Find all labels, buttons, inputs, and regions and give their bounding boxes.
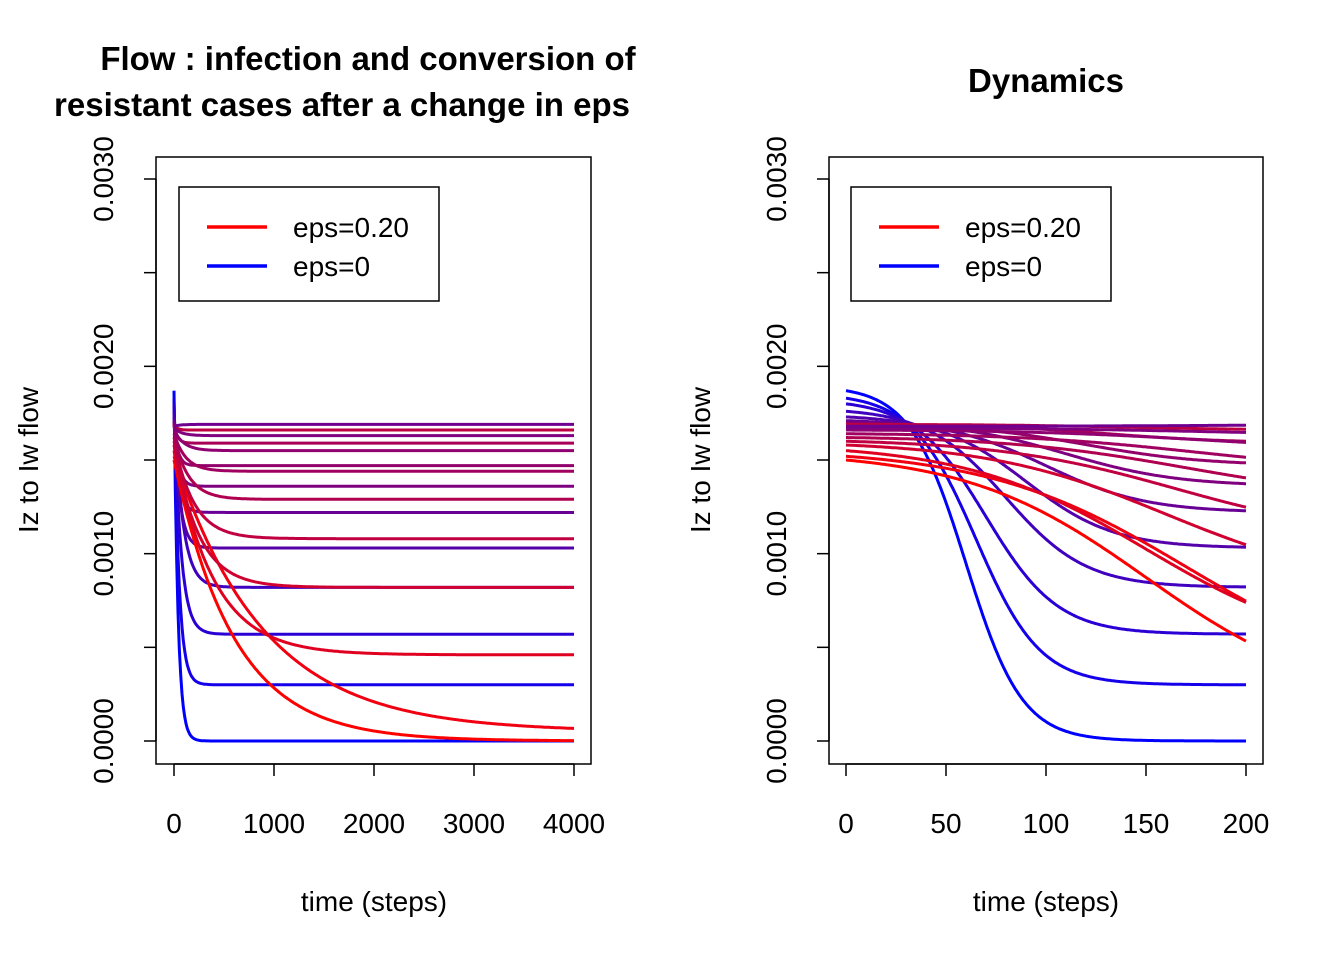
right-panel: Dynamics 0 50 100 150 2000.00000.00100.00200… — [685, 62, 1269, 917]
left-title-line-1: Flow : infection and conversion of — [100, 40, 636, 77]
series-line-12 — [845, 449, 1247, 604]
left-plot-area: 0 1000 2000 3000 4000 0.0000 0.0010 0.0020 0.003… — [88, 136, 605, 839]
legend-box — [178, 186, 440, 302]
x-tick-label: 0 — [838, 808, 854, 839]
series-line-4 — [172, 416, 574, 550]
series-line-13 — [172, 444, 574, 589]
legend: eps=0.20 eps=0 — [178, 186, 440, 302]
series-line-15 — [846, 436, 1247, 480]
legend-label: eps=0.20 — [293, 212, 409, 243]
x-tick-label: 2000 — [343, 808, 405, 839]
series-line-2 — [172, 403, 574, 636]
series-line-6 — [172, 422, 574, 488]
left-x-axis-label: time (steps) — [301, 886, 447, 917]
y-tick-label: 0.0030 — [761, 136, 792, 222]
x-tick-label: 50 — [930, 808, 961, 839]
y-tick-label: 0.0000 — [88, 698, 119, 784]
series-line-17 — [172, 429, 574, 453]
series-line-1 — [172, 398, 574, 687]
series-line-16 — [172, 433, 574, 473]
series-line-1 — [845, 396, 1246, 687]
series-line-14 — [846, 439, 1247, 509]
left-title-line-2: resistant cases after a change in eps — [54, 86, 630, 123]
y-tick-label: 0.0030 — [88, 136, 119, 222]
series-line-18 — [846, 426, 1247, 434]
series-line-15 — [172, 437, 574, 501]
x-tick-label: 4000 — [543, 808, 605, 839]
series-line-12 — [172, 450, 574, 657]
series-line-5 — [172, 420, 574, 514]
right-plot-area: 0 50 100 150 200 0.0000 0.0010 0.0020 0.0030 eps=… — [761, 136, 1269, 839]
right-y-axis-label: Iz to Iw flow — [685, 386, 716, 533]
series-line-16 — [846, 432, 1247, 459]
series-line-7 — [172, 424, 574, 468]
left-panel: Flow : infection and conversion of resis… — [13, 40, 637, 917]
series-line-19 — [846, 423, 1246, 428]
legend-label: eps=0 — [965, 251, 1042, 282]
series-line-8 — [172, 424, 574, 445]
series-line-10 — [172, 459, 574, 743]
y-tick-label: 0.0000 — [761, 698, 792, 784]
series-line-17 — [846, 428, 1246, 444]
y-tick-label: 0.0020 — [88, 324, 119, 410]
x-tick-label: 1000 — [243, 808, 305, 839]
left-y-axis-label: Iz to Iw flow — [13, 386, 44, 533]
y-tick-label: 0.0010 — [761, 511, 792, 597]
right-title: Dynamics — [968, 62, 1124, 99]
series-line-9 — [172, 423, 574, 432]
right-x-axis-label: time (steps) — [973, 886, 1119, 917]
series-line-18 — [173, 427, 574, 438]
series-line-19 — [173, 422, 574, 428]
x-tick-label: 150 — [1123, 808, 1170, 839]
legend-label: eps=0 — [293, 251, 370, 282]
y-tick-label: 0.0020 — [761, 324, 792, 410]
series-line-14 — [172, 440, 574, 541]
series-line-11 — [172, 455, 574, 730]
legend: eps=0.20 eps=0 — [850, 186, 1112, 302]
legend-label: eps=0.20 — [965, 212, 1081, 243]
x-tick-label: 3000 — [443, 808, 505, 839]
series-line-10 — [845, 458, 1247, 643]
legend-box — [850, 186, 1112, 302]
x-tick-label: 200 — [1223, 808, 1270, 839]
x-tick-label: 0 — [166, 808, 182, 839]
y-tick-label: 0.0010 — [88, 511, 119, 597]
series-line-13 — [845, 443, 1247, 547]
x-tick-label: 100 — [1023, 808, 1070, 839]
